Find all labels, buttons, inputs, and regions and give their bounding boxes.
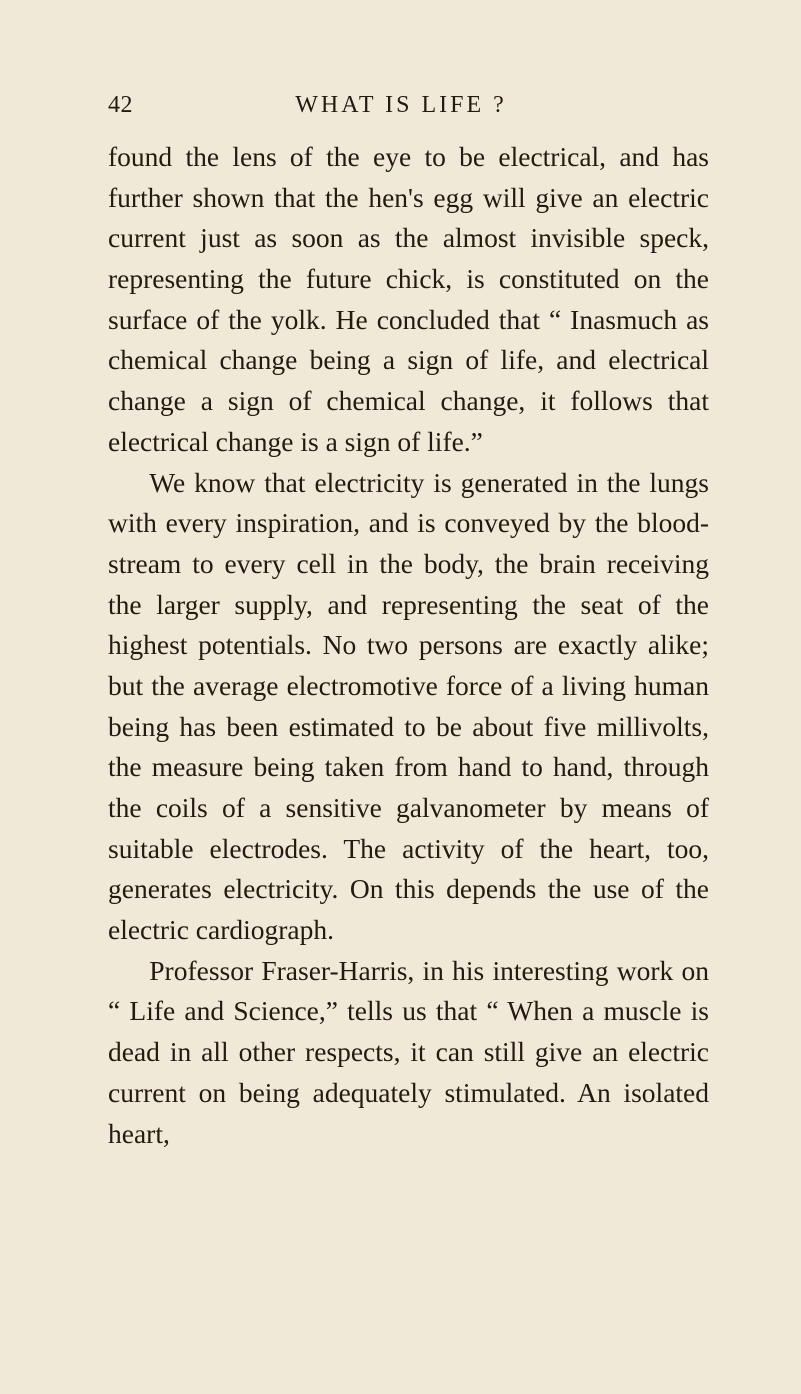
running-title: WHAT IS LIFE ? [133,92,669,119]
paragraph-3: Professor Fraser-Harris, in his interest… [108,951,709,1154]
page-header: 42 WHAT IS LIFE ? [108,92,709,119]
paragraph-1: found the lens of the eye to be electric… [108,137,709,463]
body-text: found the lens of the eye to be electric… [108,137,709,1154]
paragraph-2: We know that electricity is generated in… [108,463,709,951]
book-page: 42 WHAT IS LIFE ? found the lens of the … [0,0,801,1394]
page-number: 42 [108,92,133,119]
